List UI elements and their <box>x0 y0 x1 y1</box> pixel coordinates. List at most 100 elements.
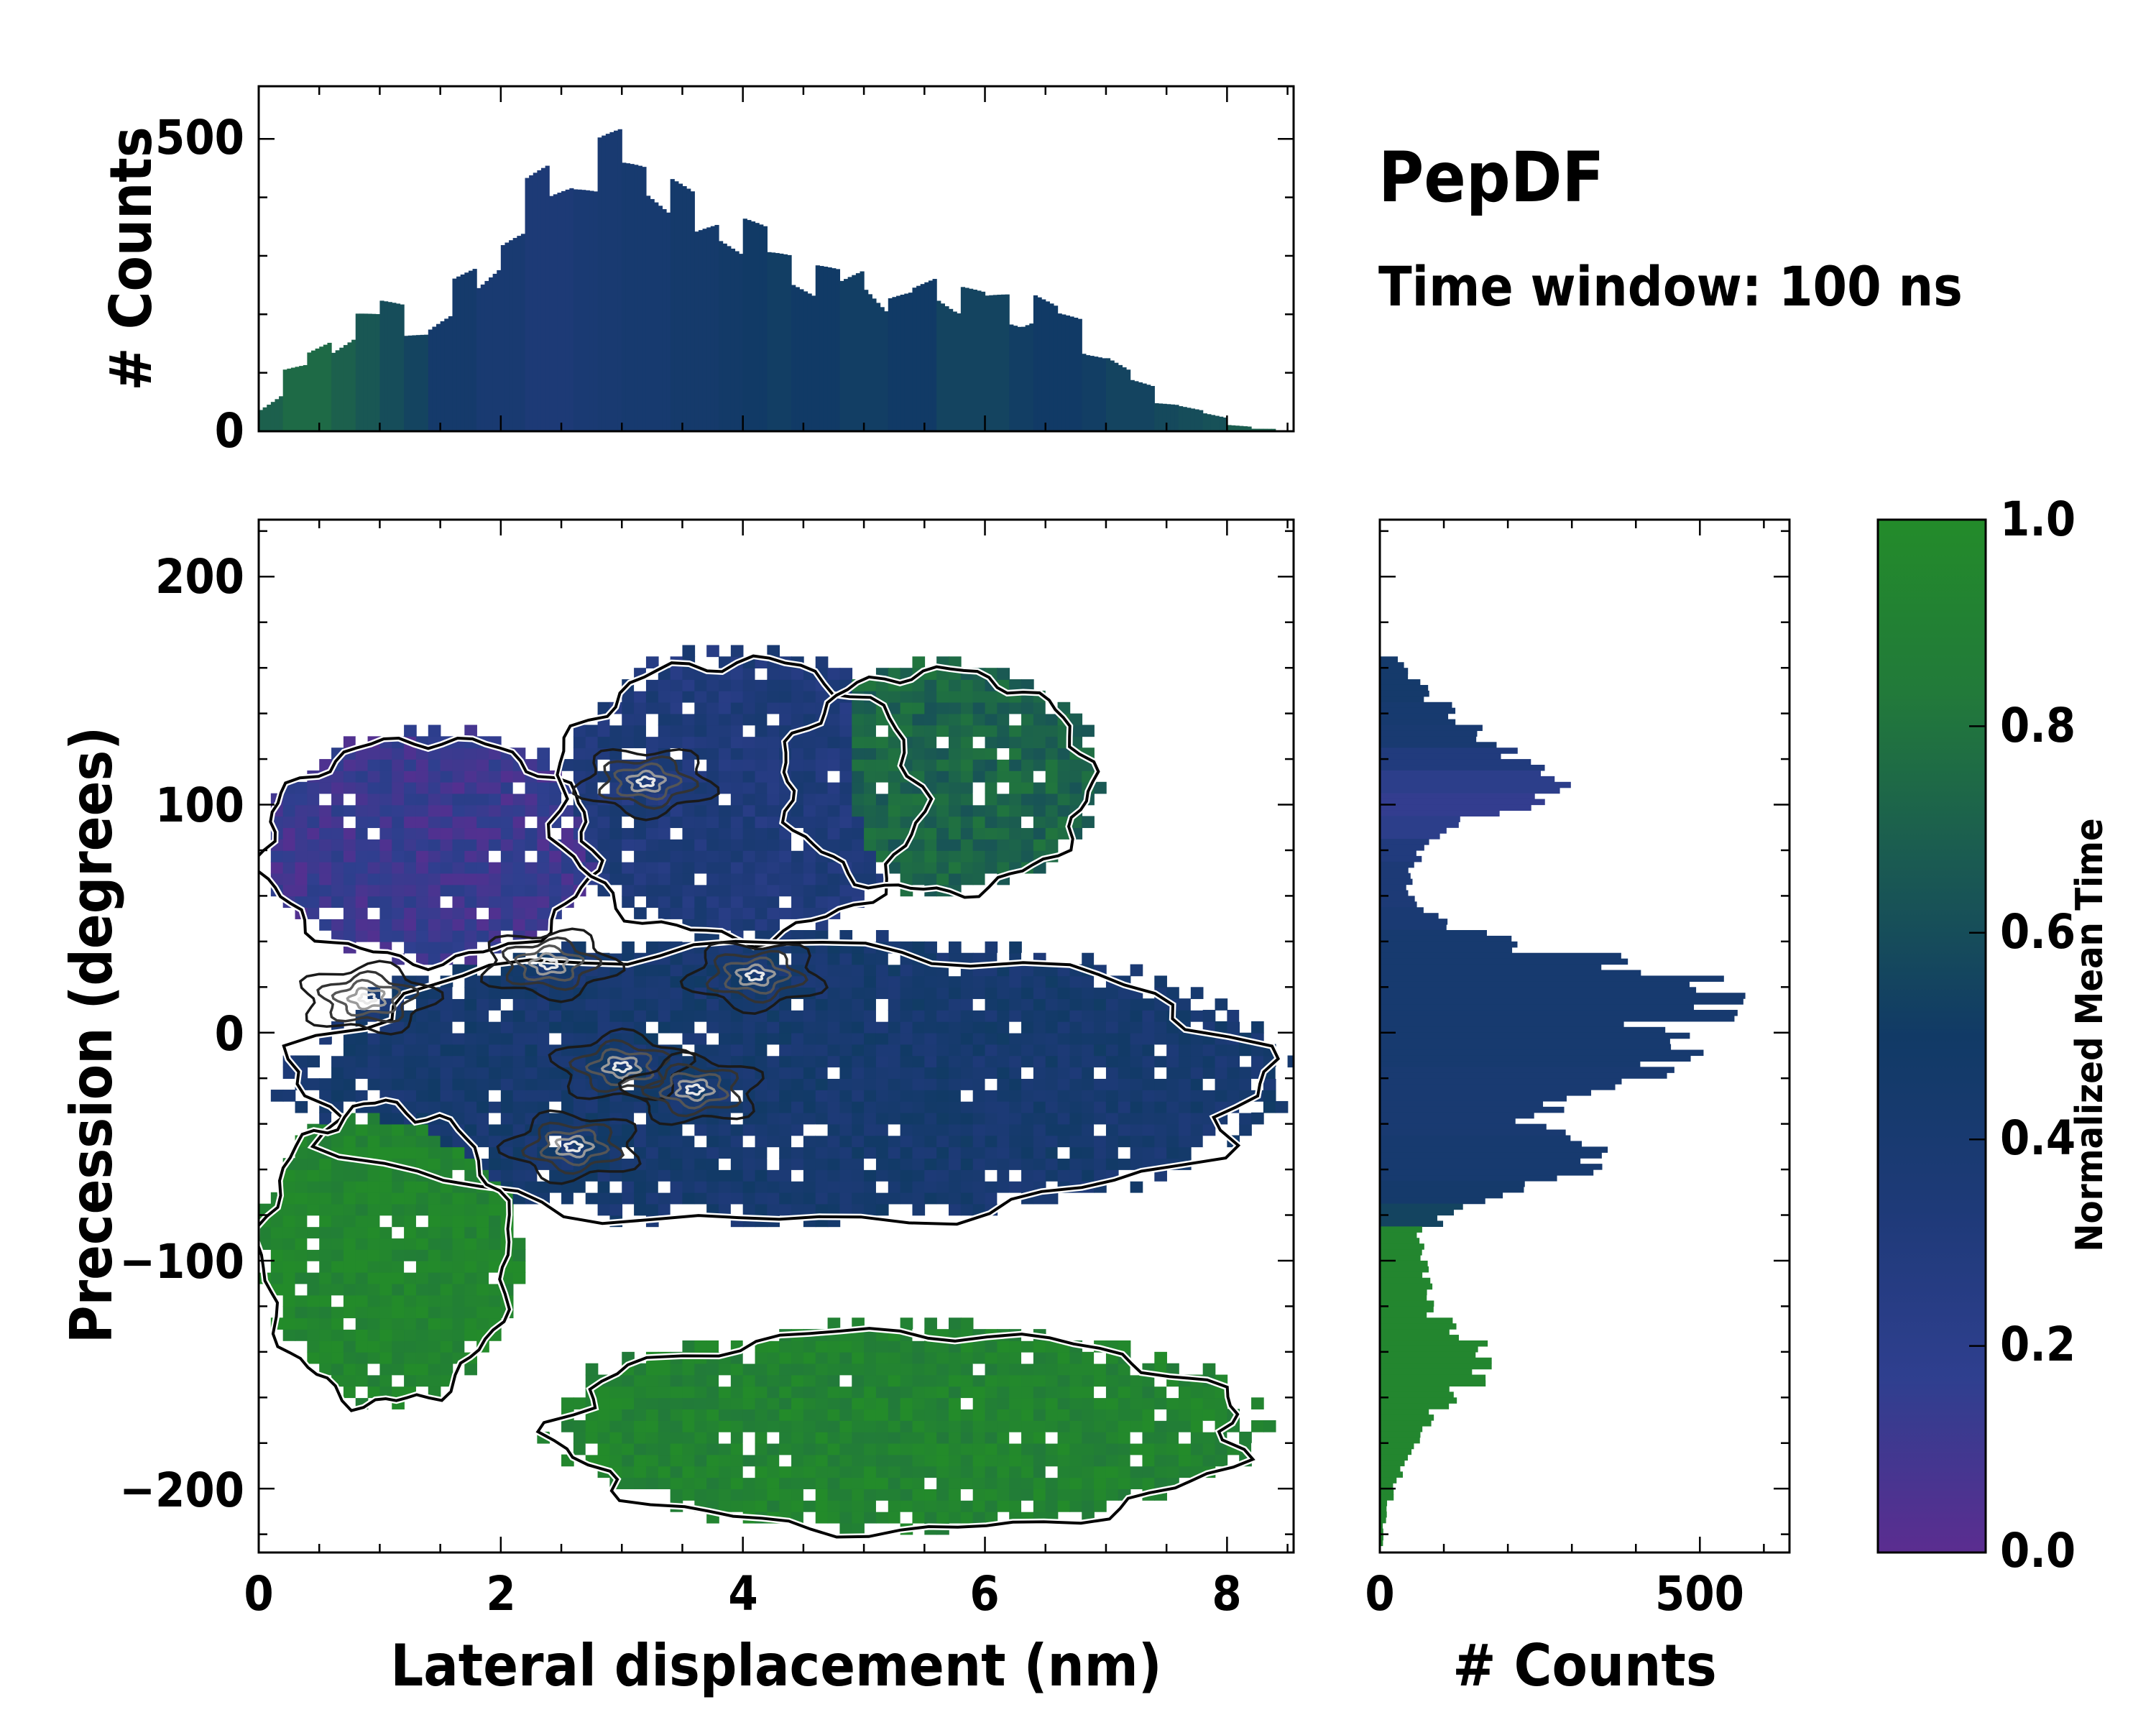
top-hist-bar <box>1162 403 1167 431</box>
heatmap-cell <box>464 1158 477 1170</box>
heatmap-cell <box>815 1477 829 1489</box>
heatmap-cell <box>1021 804 1034 817</box>
heatmap-cell <box>428 1260 441 1273</box>
heatmap-cell <box>815 873 829 886</box>
heatmap-cell <box>367 1271 381 1284</box>
heatmap-cell <box>719 1477 732 1489</box>
top-hist-bar <box>512 238 517 431</box>
heatmap-cell <box>440 748 453 760</box>
heatmap-cell <box>791 1409 804 1421</box>
heatmap-cell <box>779 668 792 680</box>
heatmap-cell <box>355 1078 369 1090</box>
heatmap-cell <box>585 736 599 749</box>
heatmap-cell <box>730 1123 744 1136</box>
heatmap-cell <box>839 1180 853 1193</box>
heatmap-cell <box>440 1192 453 1205</box>
heatmap-cell <box>730 873 744 886</box>
heatmap-cell <box>573 736 586 749</box>
heatmap-cell <box>852 1386 865 1399</box>
heatmap-cell <box>512 1112 526 1125</box>
heatmap-cell <box>875 1409 889 1421</box>
heatmap-cell <box>464 850 477 862</box>
heatmap-cell <box>949 1431 962 1444</box>
heatmap-cell <box>719 724 732 737</box>
heatmap-cell <box>852 1090 865 1102</box>
heatmap-cell <box>767 1351 780 1364</box>
heatmap-cell <box>476 873 489 886</box>
heatmap-cell <box>767 839 780 851</box>
heatmap-cell <box>960 1123 974 1136</box>
heatmap-cell <box>307 781 321 794</box>
heatmap-cell <box>827 668 841 680</box>
heatmap-cell <box>343 929 356 942</box>
heatmap-cell <box>985 975 998 988</box>
heatmap-cell <box>452 1283 466 1296</box>
top-hist-bar <box>303 364 308 431</box>
heatmap-cell <box>1057 1477 1071 1489</box>
top-hist-bar <box>847 277 852 431</box>
heatmap-cell <box>1045 1386 1059 1399</box>
heatmap-cell <box>440 1215 453 1228</box>
heatmap-cell <box>730 1397 744 1409</box>
main-xlabel: Lateral displacement (nm) <box>390 1632 1161 1699</box>
heatmap-cell <box>404 1123 417 1136</box>
heatmap-cell <box>997 1090 1010 1102</box>
heatmap-cell <box>452 1044 466 1057</box>
heatmap-cell <box>1045 1477 1059 1489</box>
heatmap-cell <box>779 1090 792 1102</box>
heatmap-cell <box>852 839 865 851</box>
heatmap-cell <box>694 1044 707 1057</box>
heatmap-cell <box>476 919 489 931</box>
heatmap-cell <box>1142 1123 1156 1136</box>
heatmap-cell <box>1105 1100 1119 1113</box>
heatmap-cell <box>803 1420 816 1432</box>
heatmap-cell <box>1142 1374 1156 1387</box>
top-hist-bar <box>1021 326 1026 431</box>
heatmap-cell <box>658 1420 671 1432</box>
heatmap-cell <box>343 793 356 806</box>
heatmap-cell <box>1069 1374 1083 1387</box>
heatmap-cell <box>428 850 441 862</box>
heatmap-cell <box>742 1032 756 1045</box>
heatmap-cell <box>1118 1021 1131 1034</box>
heatmap-cell <box>875 1123 889 1136</box>
right-hist-bar <box>1380 1489 1394 1495</box>
heatmap-cell <box>489 1078 502 1090</box>
heatmap-cell <box>1154 1044 1167 1057</box>
heatmap-cell <box>428 1123 441 1136</box>
heatmap-cell <box>500 1158 514 1170</box>
heatmap-cell <box>1190 1078 1204 1090</box>
heatmap-cell <box>719 1397 732 1409</box>
heatmap-cell <box>634 736 647 749</box>
heatmap-cell <box>645 1397 659 1409</box>
heatmap-cell <box>1142 1454 1156 1467</box>
heatmap-cell <box>706 1158 719 1170</box>
heatmap-cell <box>730 1443 744 1455</box>
top-hist-bar <box>1158 403 1164 431</box>
heatmap-cell <box>997 1409 1010 1421</box>
heatmap-cell <box>1130 1044 1143 1057</box>
heatmap-cell <box>900 1146 913 1159</box>
heatmap-cell <box>936 1135 949 1148</box>
heatmap-cell <box>428 1010 441 1022</box>
heatmap-cell <box>1045 1055 1059 1068</box>
top-hist-bar <box>1182 407 1187 431</box>
heatmap-cell <box>392 1249 405 1261</box>
heatmap-cell <box>949 941 962 954</box>
heatmap-cell <box>694 702 707 714</box>
heatmap-cell <box>658 998 671 1011</box>
heatmap-cell <box>1045 816 1059 829</box>
heatmap-cell <box>392 1271 405 1284</box>
heatmap-cell <box>440 839 453 851</box>
heatmap-cell <box>900 1135 913 1148</box>
heatmap-cell <box>1215 998 1228 1011</box>
heatmap-cell <box>960 1158 974 1170</box>
density-contour <box>496 1109 642 1185</box>
heatmap-cell <box>997 1180 1010 1193</box>
right-hist-bar <box>1380 1329 1450 1335</box>
heatmap-cell <box>1179 1443 1192 1455</box>
heatmap-cell <box>972 1397 986 1409</box>
heatmap-cell <box>803 896 816 908</box>
heatmap-cell <box>476 1112 489 1125</box>
heatmap-cell <box>404 759 417 771</box>
